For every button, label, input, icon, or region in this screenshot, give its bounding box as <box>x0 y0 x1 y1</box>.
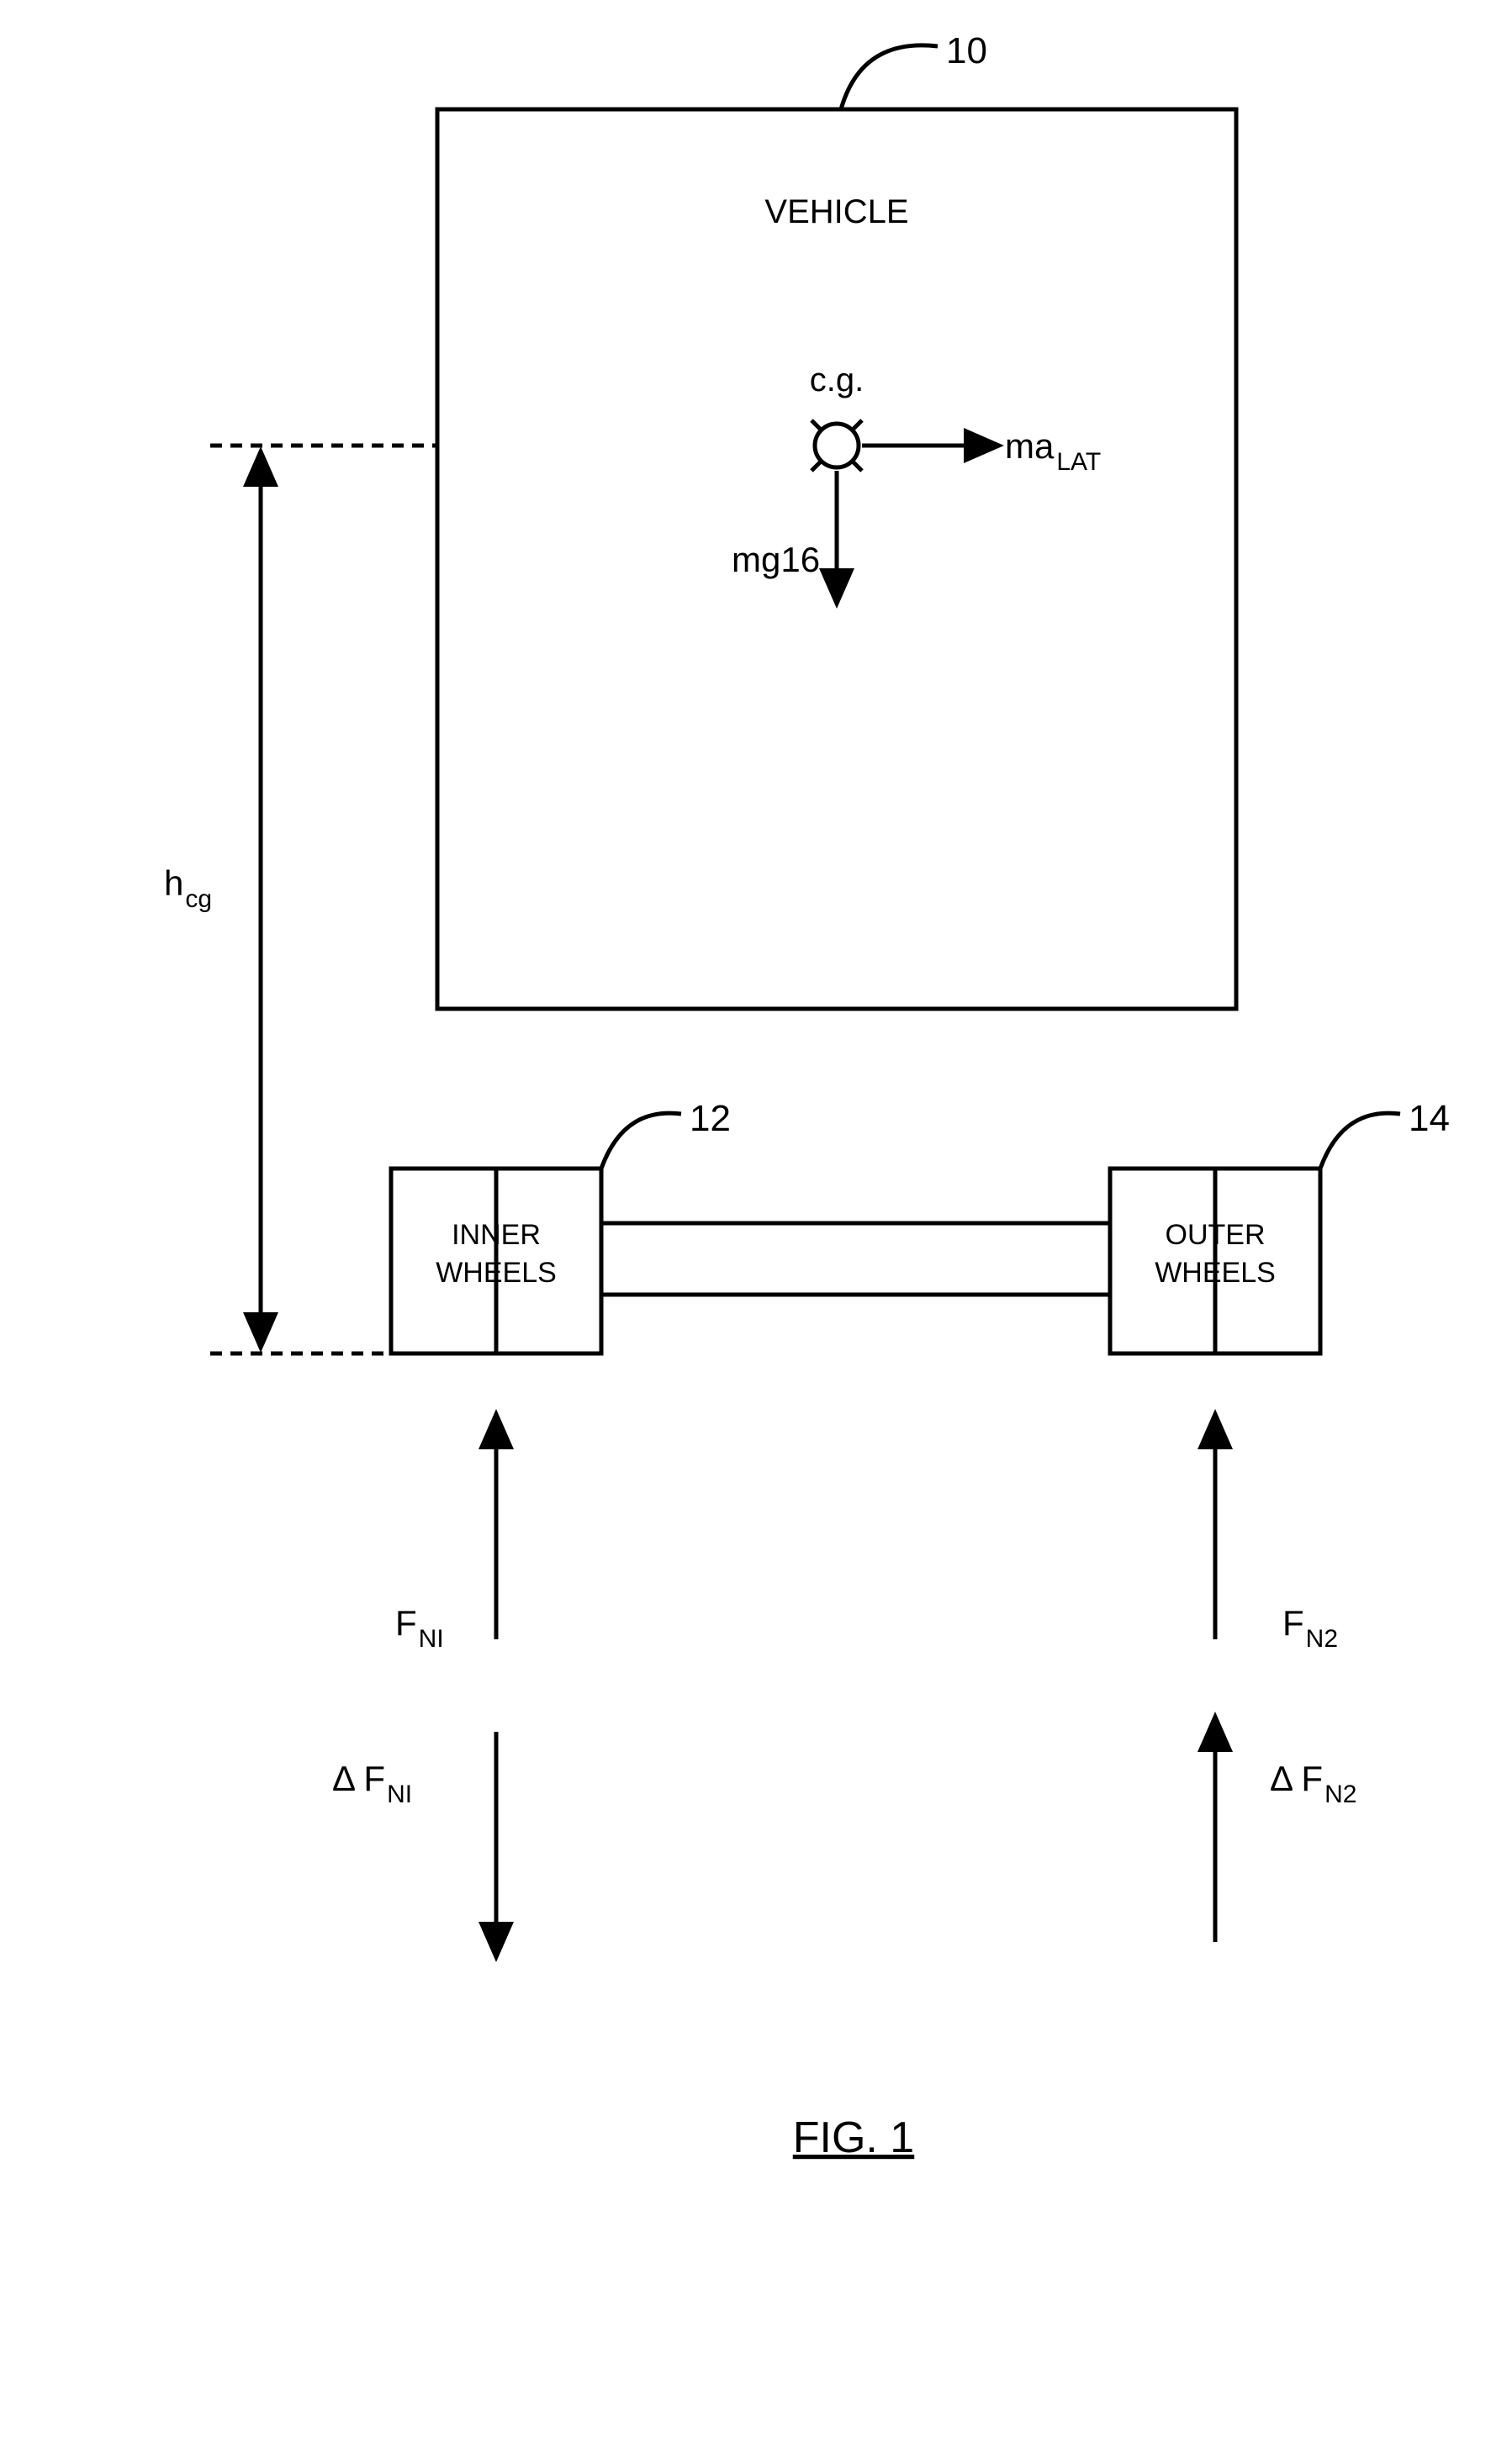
inner-wheels-line1: INNER <box>452 1219 541 1251</box>
cg-label: c.g. <box>810 361 864 398</box>
figure-1: 10 VEHICLE c.g. maLAT mg16 hcg INNER WHE… <box>0 0 1491 2464</box>
ref-10: 10 <box>946 30 987 71</box>
hcg-label: hcg <box>164 863 212 913</box>
outer-wheels: OUTER WHEELS <box>1110 1169 1320 1353</box>
fn1-label: FNI <box>395 1603 444 1653</box>
ref-12-leader <box>601 1113 681 1169</box>
cg-marker <box>812 420 862 471</box>
ref-12: 12 <box>690 1098 731 1139</box>
inner-wheels: INNER WHEELS <box>391 1169 601 1353</box>
outer-wheels-line2: WHEELS <box>1155 1257 1276 1289</box>
gravity-label: mg16 <box>732 540 820 579</box>
outer-wheels-line1: OUTER <box>1166 1219 1266 1251</box>
ref-14-leader <box>1320 1113 1400 1169</box>
ref-14: 14 <box>1409 1098 1450 1139</box>
fn2-label: FN2 <box>1282 1603 1338 1653</box>
dfn2-label: Δ FN2 <box>1270 1759 1356 1808</box>
figure-caption: FIG. 1 <box>793 2113 914 2162</box>
dfn1-label: Δ FNI <box>332 1759 412 1808</box>
lateral-force-label: maLAT <box>1005 426 1101 476</box>
vehicle-title: VEHICLE <box>764 193 908 230</box>
ref-10-leader <box>841 45 938 109</box>
inner-wheels-line2: WHEELS <box>436 1257 557 1289</box>
